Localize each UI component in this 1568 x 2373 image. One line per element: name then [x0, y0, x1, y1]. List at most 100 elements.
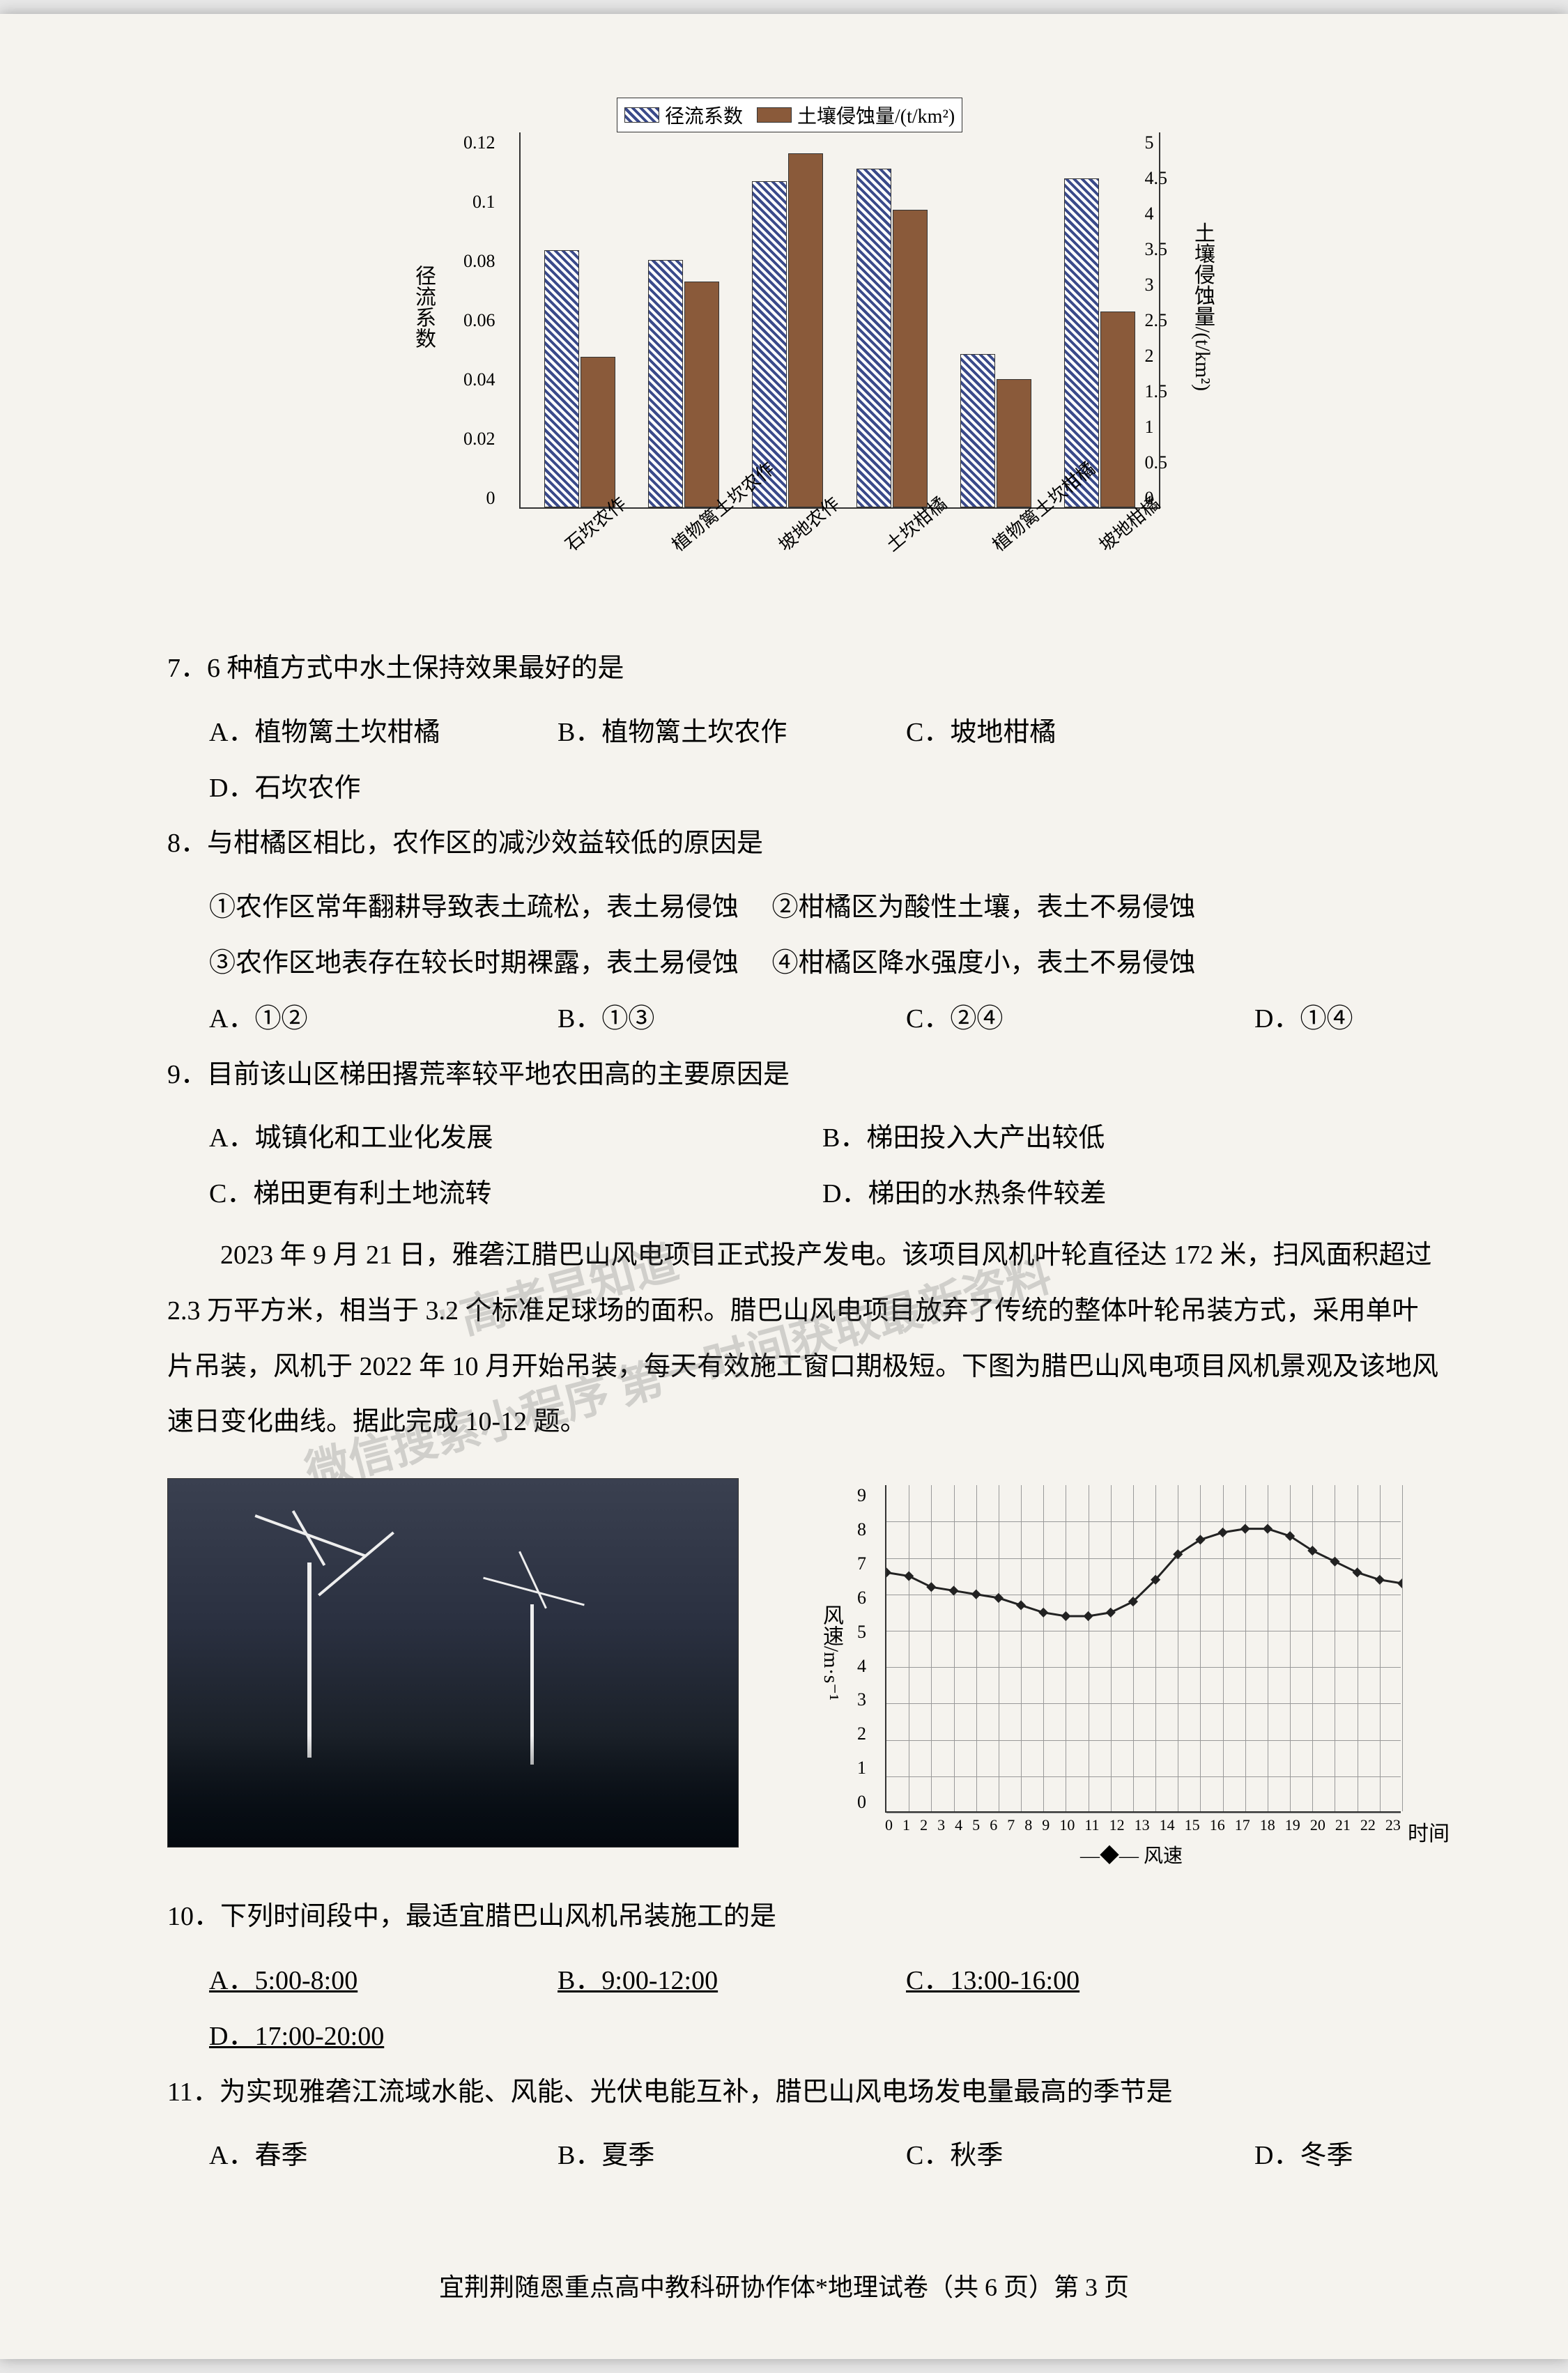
q10-opt-d: D．17:00-20:00	[209, 2009, 384, 2065]
lc-xtick: 0	[885, 1816, 893, 1834]
lc-ytick: 5	[857, 1622, 866, 1643]
lc-ytick: 0	[857, 1792, 866, 1813]
lc-xtick: 13	[1135, 1816, 1150, 1834]
bar-x-label: 植物篱土坎柑橘	[986, 519, 1024, 556]
hatch-swatch-icon	[624, 107, 659, 123]
lc-xtick: 19	[1285, 1816, 1300, 1834]
bar-erosion	[788, 153, 823, 507]
line-chart-svg	[886, 1485, 1402, 1813]
figure-row: 风速/m·s⁻¹ 9876543210 01234567891011121314…	[167, 1478, 1443, 1868]
ytick: 0.02	[463, 429, 495, 450]
lc-xtick: 12	[1109, 1816, 1125, 1834]
lc-ytick: 3	[857, 1689, 866, 1710]
bar-x-label: 植物篱土坎农作	[666, 519, 703, 556]
bar-erosion	[1100, 312, 1135, 507]
q9-opt-c: C．梯田更有利土地流转	[209, 1167, 767, 1222]
q8-opt-c: C．②④	[906, 992, 1199, 1047]
q7-opt-b: B．植物篱土坎农作	[558, 705, 850, 761]
lc-xtick: 10	[1059, 1816, 1075, 1834]
bar-x-labels: 石坎农作植物篱土坎农作坡地农作土坎柑橘植物篱土坎柑橘坡地柑橘	[519, 516, 1160, 562]
lc-y-label: 风速/m·s⁻¹	[815, 1604, 846, 1700]
question-8: 8．与柑橘区相比，农作区的减沙效益较低的原因是	[167, 816, 1443, 872]
lc-xtick: 15	[1185, 1816, 1200, 1834]
legend-item-erosion: 土壤侵蚀量/(t/km²)	[757, 101, 955, 129]
wind-turbine-photo	[167, 1478, 739, 1848]
exam-page: 径流系数 土壤侵蚀量/(t/km²) 径流系数 0.12 0.1 0.08 0.…	[0, 14, 1568, 2359]
q11-options: A．春季 B．夏季 C．秋季 D．冬季	[167, 2128, 1443, 2184]
bar-group	[752, 153, 823, 507]
bar-runoff	[752, 181, 787, 507]
ytick: 0.04	[463, 369, 495, 390]
q8-opt-a: A．①②	[209, 992, 502, 1047]
bar-group	[960, 354, 1031, 508]
bar-runoff	[960, 354, 995, 508]
lc-xtick: 4	[955, 1816, 962, 1834]
q10-options: A．5:00-8:00 B．9:00-12:00 C．13:00-16:00 D…	[167, 1953, 1443, 2065]
legend-item-runoff: 径流系数	[624, 101, 743, 129]
lc-ytick: 4	[857, 1656, 866, 1677]
ytick: 0.08	[463, 251, 495, 272]
bar-erosion	[997, 379, 1031, 507]
lc-xtick: 20	[1310, 1816, 1325, 1834]
lc-ytick: 9	[857, 1485, 866, 1506]
lc-x-ticks: 01234567891011121314151617181920212223	[885, 1816, 1401, 1834]
turbine-tower-icon	[307, 1562, 312, 1758]
q7-opt-a: A．植物篱土坎柑橘	[209, 705, 502, 761]
q11-opt-b: B．夏季	[558, 2128, 850, 2184]
ytick: 0.06	[463, 310, 495, 331]
q8-s4: ④柑橘区降水强度小，表土不易侵蚀	[772, 949, 1196, 978]
q8-s3: ③农作区地表存在较长时期裸露，表土易侵蚀	[209, 949, 739, 978]
lc-xtick: 7	[1007, 1816, 1015, 1834]
lc-xtick: 16	[1210, 1816, 1225, 1834]
q8-opt-b: B．①③	[558, 992, 850, 1047]
lc-xtick: 8	[1024, 1816, 1032, 1834]
ytick: 0.1	[463, 192, 495, 213]
q8-opt-d: D．①④	[1254, 992, 1353, 1047]
lc-xtick: 5	[972, 1816, 980, 1834]
q10-opt-b: B．9:00-12:00	[558, 1953, 850, 2009]
bar-plot-area	[519, 132, 1160, 509]
y-axis-right-label: 土壤侵蚀量/(t/km²)	[1187, 222, 1217, 391]
solid-swatch-icon	[757, 107, 792, 123]
y-axis-left-label: 径流系数	[408, 265, 438, 348]
q8-s1: ①农作区常年翻耕导致表土疏松，表土易侵蚀	[209, 893, 739, 922]
q7-options: A．植物篱土坎柑橘 B．植物篱土坎农作 C．坡地柑橘 D．石坎农作	[167, 705, 1443, 817]
lc-ytick: 7	[857, 1553, 866, 1574]
q8-options: A．①② B．①③ C．②④ D．①④	[167, 992, 1443, 1047]
question-9: 9．目前该山区梯田撂荒率较平地农田高的主要原因是	[167, 1047, 1443, 1103]
lc-xtick: 22	[1360, 1816, 1376, 1834]
bar-x-label: 土坎柑橘	[879, 519, 917, 556]
page-footer: 宜荆荆随恩重点高中教科研协作体*地理试卷（共 6 页）第 3 页	[0, 2267, 1568, 2303]
bar-chart-container: 径流系数 土壤侵蚀量/(t/km²) 径流系数 0.12 0.1 0.08 0.…	[167, 98, 1443, 599]
q8-s2: ②柑橘区为酸性土壤，表土不易侵蚀	[772, 893, 1196, 922]
bar-x-label: 坡地农作	[772, 519, 810, 556]
lc-ytick: 2	[857, 1723, 866, 1744]
bar-runoff	[648, 260, 683, 508]
lc-y-ticks: 9876543210	[857, 1485, 866, 1813]
lc-ytick: 1	[857, 1758, 866, 1779]
wind-speed-chart: 风速/m·s⁻¹ 9876543210 01234567891011121314…	[815, 1478, 1443, 1868]
q7-opt-c: C．坡地柑橘	[906, 705, 1199, 761]
bar-group	[1064, 178, 1135, 508]
ytick: 0.12	[463, 132, 495, 153]
lc-xtick: 11	[1084, 1816, 1099, 1834]
lc-xtick: 9	[1042, 1816, 1050, 1834]
passage-text: 2023 年 9 月 21 日，雅砻江腊巴山风电项目正式投产发电。该项目风机叶轮…	[167, 1228, 1443, 1450]
bar-erosion	[684, 282, 719, 507]
legend-label-2: 土壤侵蚀量/(t/km²)	[797, 101, 955, 129]
lc-xtick: 1	[902, 1816, 910, 1834]
lc-ytick: 6	[857, 1588, 866, 1608]
bar-erosion	[581, 357, 615, 507]
lc-plot-area	[885, 1485, 1401, 1813]
lc-xtick: 3	[937, 1816, 945, 1834]
q8-statements: ①农作区常年翻耕导致表土疏松，表土易侵蚀 ②柑橘区为酸性土壤，表土不易侵蚀 ③农…	[167, 880, 1443, 992]
q10-opt-a: A．5:00-8:00	[209, 1953, 502, 2009]
q11-opt-a: A．春季	[209, 2128, 502, 2184]
bar-group	[856, 169, 928, 507]
q10-opt-c: C．13:00-16:00	[906, 1953, 1199, 2009]
y-axis-left-ticks: 0.12 0.1 0.08 0.06 0.04 0.02 0	[463, 132, 495, 509]
bars-container	[521, 132, 1159, 507]
question-10: 10．下列时间段中，最适宜腊巴山风机吊装施工的是	[167, 1889, 1443, 1945]
bar-runoff	[544, 250, 579, 507]
bar-chart-legend: 径流系数 土壤侵蚀量/(t/km²)	[617, 98, 962, 132]
